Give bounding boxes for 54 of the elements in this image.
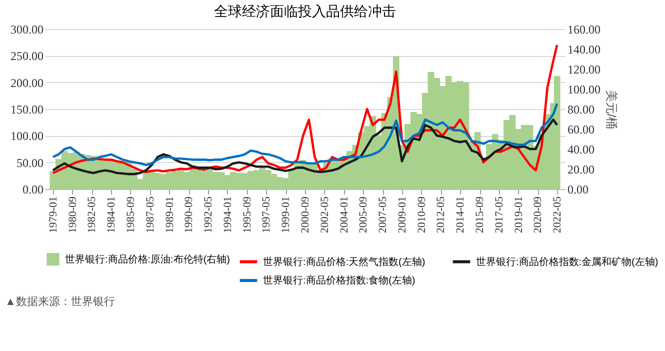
x-tick-label: 1980-09 <box>66 196 79 234</box>
legend-label: 世界银行:商品价格指数:食物(左轴) <box>263 274 416 286</box>
y2-axis-title: 美元/桶 <box>604 90 618 130</box>
y-tick-label: 150.00 <box>10 102 44 116</box>
y-tick-label: 300.00 <box>10 22 44 36</box>
y2-tick-label: 100.00 <box>568 82 600 96</box>
y2-tick-label: 20.00 <box>568 162 594 176</box>
x-tick-label: 1985-09 <box>125 196 137 234</box>
y2-tick-label: 120.00 <box>568 62 600 76</box>
y-tick-label: 0.00 <box>22 182 44 196</box>
x-tick-label: 2000-09 <box>300 196 312 234</box>
legend-label: 世界银行:商品价格:原油:布伦特(右轴) <box>65 253 230 266</box>
x-tick-label: 2009-01 <box>396 196 408 234</box>
x-tick-label: 1989-01 <box>164 196 176 234</box>
x-tick-label: 2014-01 <box>454 196 467 234</box>
y-tick-label: 50.00 <box>16 156 44 170</box>
line-series <box>52 44 558 174</box>
legend-label: 世界银行:商品价格指数:金属和矿物(左轴) <box>476 256 658 268</box>
y2-tick-label: 160.00 <box>568 22 600 36</box>
y2-tick-label: 60.00 <box>568 122 594 136</box>
y2-tick-label: 0.00 <box>568 182 588 196</box>
y-tick-label: 200.00 <box>10 76 44 90</box>
y2-tick-label: 80.00 <box>568 102 594 116</box>
y-tick-label: 100.00 <box>10 129 44 144</box>
text: ▲数据来源：世界银行 <box>5 295 115 308</box>
x-tick-label: 2010-09 <box>416 196 428 234</box>
x-tick-label: 2002-05 <box>318 196 331 234</box>
x-tick-label: 1994-01 <box>222 196 234 234</box>
y2-tick-label: 140.00 <box>568 42 600 56</box>
x-tick-label: 2019-01 <box>512 196 525 234</box>
x-tick-label: 2022-05 <box>552 196 564 234</box>
x-tick-label: 1999-01 <box>280 196 292 234</box>
x-tick-label: 2015-09 <box>474 196 486 234</box>
legend-label: 世界银行:商品价格:天然气指数(左轴) <box>263 256 426 268</box>
x-tick-label: 2017-05 <box>493 196 506 234</box>
bar <box>554 76 560 189</box>
x-tick-label: 1997-05 <box>260 196 273 234</box>
x-tick-label: 1992-05 <box>202 196 215 234</box>
x-tick-label: 1982-05 <box>86 196 98 234</box>
x-tick-label: 1990-09 <box>183 196 196 234</box>
chart-title: 全球经济面临投入品供给冲击 <box>214 3 396 19</box>
x-tick-label: 2005-09 <box>358 196 370 234</box>
line-series <box>52 102 558 166</box>
x-tick-label: 1984-01 <box>106 196 118 234</box>
x-tick-label: 2004-01 <box>338 196 350 234</box>
x-tick-label: 1979-01 <box>47 196 60 234</box>
x-tick-label: 2007-05 <box>377 196 390 234</box>
x-tick-label: 2012-05 <box>435 196 448 234</box>
x-tick-label: 2020-09 <box>532 196 544 234</box>
y2-tick-label: 40.00 <box>568 142 594 156</box>
line-series <box>52 118 558 176</box>
y-tick-label: 250.00 <box>10 49 44 64</box>
x-tick-label: 1995-09 <box>241 196 254 234</box>
x-tick-label: 1987-05 <box>144 196 156 234</box>
